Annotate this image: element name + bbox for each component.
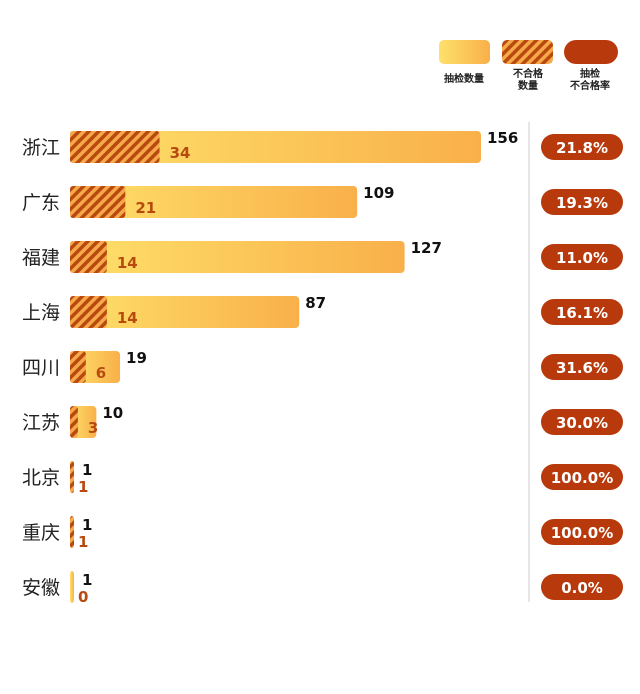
rate-pill <box>541 464 623 490</box>
value-label-failed: 21 <box>135 199 156 217</box>
value-label-failed: 1 <box>78 478 88 496</box>
bar-failed <box>70 241 107 273</box>
bar-total <box>70 131 481 163</box>
legend-label-failed: 不合格 数量 <box>513 69 543 92</box>
rate-label: 100.0% <box>551 469 613 487</box>
value-label-total: 19 <box>126 349 147 367</box>
value-label-total: 127 <box>411 239 442 257</box>
category-label: 江苏 <box>22 412 60 434</box>
value-label-total: 156 <box>487 129 518 147</box>
bar-failed <box>70 406 78 438</box>
legend-swatch-total <box>439 40 490 64</box>
value-label-failed: 6 <box>96 364 106 382</box>
value-label-failed: 14 <box>117 309 138 327</box>
rate-pill <box>541 409 623 435</box>
category-label: 重庆 <box>22 522 60 544</box>
rate-label: 100.0% <box>551 524 613 542</box>
bar-failed <box>70 186 126 218</box>
value-label-failed: 3 <box>88 419 98 437</box>
rate-pill <box>541 189 623 215</box>
bar-total <box>70 241 405 273</box>
category-label: 四川 <box>22 357 60 379</box>
rate-pill <box>541 519 623 545</box>
bar-failed <box>70 516 74 548</box>
bar-failed <box>70 131 160 163</box>
bar-total <box>70 296 300 328</box>
rate-pill <box>541 134 623 160</box>
bar-failed <box>70 351 86 383</box>
rate-pill <box>541 354 623 380</box>
rate-pill <box>541 244 623 270</box>
legend-label-rate: 抽检 不合格率 <box>570 69 610 92</box>
category-label: 福建 <box>22 247 60 269</box>
rate-label: 31.6% <box>556 359 608 377</box>
category-label: 安徽 <box>22 577 60 599</box>
value-label-total: 109 <box>363 184 394 202</box>
rate-label: 21.8% <box>556 139 608 157</box>
value-label-total: 1 <box>82 571 92 589</box>
value-label-total: 10 <box>102 404 123 422</box>
value-label-failed: 0 <box>78 588 88 606</box>
legend-swatch-failed <box>502 40 553 64</box>
legend-label-total: 抽检数量 <box>444 74 484 85</box>
rate-label: 11.0% <box>556 249 608 267</box>
value-label-failed: 14 <box>117 254 138 272</box>
category-label: 北京 <box>22 467 60 489</box>
value-label-failed: 34 <box>170 144 191 162</box>
rate-label: 0.0% <box>561 579 603 597</box>
rate-label: 19.3% <box>556 194 608 212</box>
category-label: 上海 <box>22 302 60 324</box>
legend-swatch-rate <box>564 40 618 64</box>
category-label: 浙江 <box>22 137 60 159</box>
rate-pill <box>541 574 623 600</box>
category-label: 广东 <box>22 192 60 214</box>
rate-label: 16.1% <box>556 304 608 322</box>
value-label-total: 1 <box>82 516 92 534</box>
bar-failed <box>70 296 107 328</box>
bar-total <box>70 571 74 603</box>
rate-pill <box>541 299 623 325</box>
value-label-total: 1 <box>82 461 92 479</box>
bar-total <box>70 186 358 218</box>
value-label-total: 87 <box>305 294 326 312</box>
bar-failed <box>70 461 74 493</box>
value-label-failed: 1 <box>78 533 88 551</box>
rate-label: 30.0% <box>556 414 608 432</box>
